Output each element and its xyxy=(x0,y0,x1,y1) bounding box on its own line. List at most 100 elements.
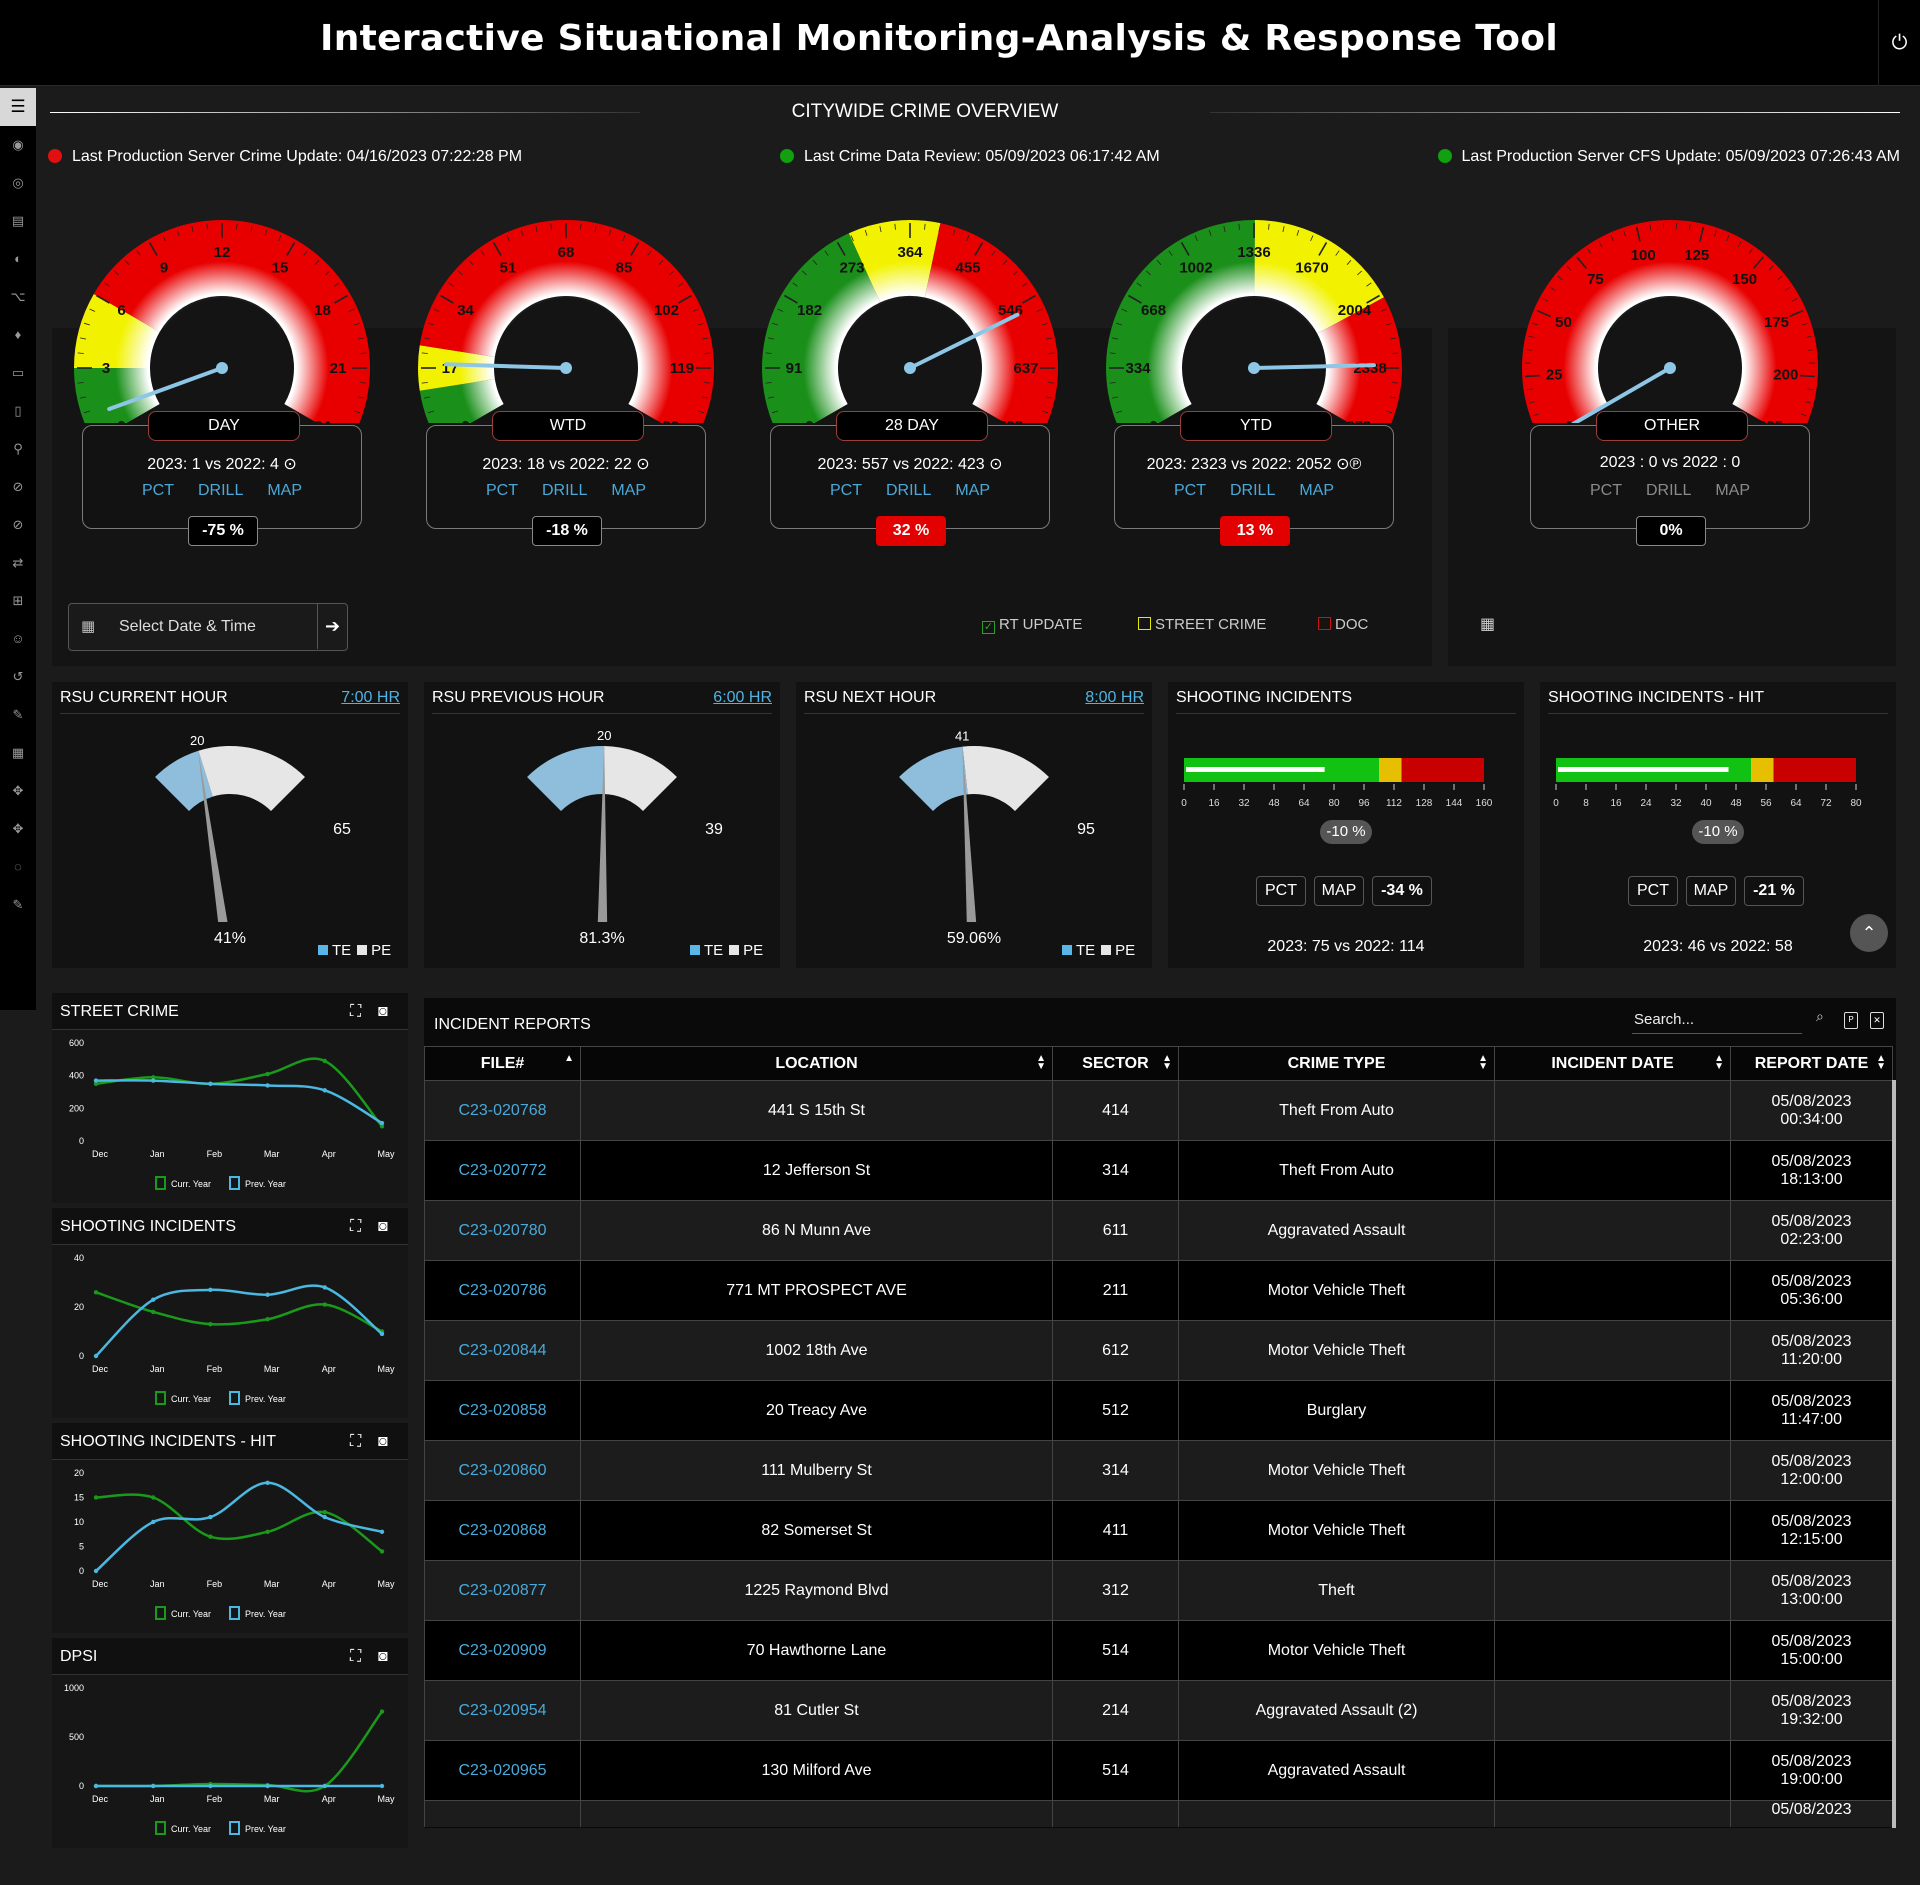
exchange-icon[interactable]: ⇄ xyxy=(12,555,24,570)
legend-check-rt-update[interactable]: ✓ RT UPDATE xyxy=(982,616,1082,634)
cell-text[interactable]: C23-020909 xyxy=(458,1641,547,1659)
ban-icon[interactable]: ⊘ xyxy=(12,479,24,494)
table-row[interactable]: C23-020965 130 Milford Ave 514 Aggravated A… xyxy=(424,1740,1893,1801)
expand-icon[interactable]: ⛶ xyxy=(350,1648,362,1665)
search-input[interactable] xyxy=(1632,1006,1802,1034)
sort-icon[interactable]: ▲ ▼ xyxy=(1478,1053,1488,1072)
cell-text[interactable]: C23-020965 xyxy=(458,1761,547,1779)
rsu-hour-link[interactable]: 8:00 HR xyxy=(1085,689,1144,706)
crosshair-icon[interactable]: ✥ xyxy=(12,783,24,798)
table-row[interactable]: C23-020860 111 Mulberry St 314 Motor Vehicl… xyxy=(424,1440,1893,1501)
camera-icon[interactable]: ◙ xyxy=(378,1218,388,1235)
wrench-icon[interactable]: ✎ xyxy=(12,897,24,912)
checkbox-icon[interactable] xyxy=(1138,617,1151,630)
scroll-up-button[interactable]: ⌃ xyxy=(1850,914,1888,952)
gauge-link-map[interactable]: MAP xyxy=(267,482,303,499)
checkbox-icon[interactable] xyxy=(1318,617,1331,630)
menu-icon[interactable]: ☰ xyxy=(0,88,36,126)
gauge-link-pct[interactable]: PCT xyxy=(1173,482,1206,499)
file-number-cell[interactable]: C23-020858 xyxy=(424,1380,581,1441)
date-picker[interactable]: ▦ Select Date & Time ➔ xyxy=(68,603,348,651)
block-icon[interactable]: ⊘ xyxy=(12,517,24,532)
file-number-cell[interactable]: C23-020860 xyxy=(424,1440,581,1501)
target-icon[interactable]: ✥ xyxy=(12,821,24,836)
history-icon[interactable]: ↺ xyxy=(12,669,24,684)
rsu-hour-link[interactable]: 7:00 HR xyxy=(341,689,400,706)
file-number-cell[interactable]: C23-020780 xyxy=(424,1200,581,1261)
shooting-map-button[interactable]: MAP xyxy=(1686,876,1736,906)
route-icon[interactable]: ⌥ xyxy=(10,289,26,304)
table-icon[interactable]: ▦ xyxy=(11,745,25,760)
gauge-link-pct[interactable]: PCT xyxy=(141,482,174,499)
gauge-link-drill[interactable]: DRILL xyxy=(885,482,932,499)
column-header-incident-date[interactable]: INCIDENT DATE ▲ ▼ xyxy=(1494,1046,1731,1081)
legend-check-street-crime[interactable]: STREET CRIME xyxy=(1138,616,1266,633)
checkbox-icon[interactable]: ✓ xyxy=(982,621,995,634)
column-header-sector[interactable]: SECTOR ▲ ▼ xyxy=(1052,1046,1179,1081)
table-row[interactable]: C23-020858 20 Treacy Ave 512 Burglary 05/08/… xyxy=(424,1380,1893,1441)
cell-text[interactable]: C23-020844 xyxy=(458,1341,547,1359)
shooting-pct-button[interactable]: PCT xyxy=(1628,876,1678,906)
table-row[interactable]: C23-020772 12 Jefferson St 314 Theft From A… xyxy=(424,1140,1893,1201)
map-icon[interactable]: ▤ xyxy=(11,213,25,228)
table-row[interactable]: 05/08/2023 xyxy=(424,1800,1893,1827)
table-row[interactable]: C23-020877 1225 Raymond Blvd 312 Theft 05/08… xyxy=(424,1560,1893,1621)
sort-icon[interactable]: ▲ xyxy=(564,1053,574,1064)
expand-icon[interactable]: ⛶ xyxy=(350,1433,362,1450)
file-number-cell[interactable]: C23-020786 xyxy=(424,1260,581,1321)
gauge-link-drill[interactable]: DRILL xyxy=(1645,482,1692,499)
table-scrollbar[interactable] xyxy=(1892,1080,1896,1828)
column-header-file[interactable]: FILE# ▲ xyxy=(424,1046,581,1081)
file-number-cell[interactable]: C23-020768 xyxy=(424,1080,581,1141)
cell-text[interactable]: C23-020786 xyxy=(458,1281,547,1299)
shooting-pct-button[interactable]: PCT xyxy=(1256,876,1306,906)
rsu-hour-link[interactable]: 6:00 HR xyxy=(713,689,772,706)
cell-text[interactable]: C23-020860 xyxy=(458,1461,547,1479)
gauge-link-drill[interactable]: DRILL xyxy=(541,482,588,499)
export-pdf-icon[interactable]: P xyxy=(1844,1012,1858,1029)
shooting-map-button[interactable]: MAP xyxy=(1314,876,1364,906)
file-number-cell[interactable]: C23-020965 xyxy=(424,1740,581,1801)
camera-icon[interactable]: ◙ xyxy=(378,1648,388,1665)
table-row[interactable]: C23-020954 81 Cutler St 214 Aggravated Assa… xyxy=(424,1680,1893,1741)
file-number-cell[interactable]: C23-020954 xyxy=(424,1680,581,1741)
file-number-cell[interactable]: C23-020877 xyxy=(424,1560,581,1621)
cell-text[interactable]: C23-020877 xyxy=(458,1581,547,1599)
users-icon[interactable]: ☺ xyxy=(11,631,25,646)
table-row[interactable]: C23-020909 70 Hawthorne Lane 514 Motor Vehi… xyxy=(424,1620,1893,1681)
column-header-crime-type[interactable]: CRIME TYPE ▲ ▼ xyxy=(1178,1046,1495,1081)
gauge-link-pct[interactable]: PCT xyxy=(829,482,862,499)
export-excel-icon[interactable]: ✕ xyxy=(1870,1012,1884,1029)
other-calendar-icon[interactable]: ▦ xyxy=(1480,616,1496,633)
cell-text[interactable]: C23-020954 xyxy=(458,1701,547,1719)
search-icon[interactable]: ⌕ xyxy=(1816,1008,1824,1024)
plus-square-icon[interactable]: ⊞ xyxy=(12,593,24,608)
column-header-location[interactable]: LOCATION ▲ ▼ xyxy=(580,1046,1053,1081)
refresh-icon[interactable]: ◌ xyxy=(14,859,22,874)
file-number-cell[interactable]: C23-020909 xyxy=(424,1620,581,1681)
file-number-cell[interactable] xyxy=(424,1800,581,1827)
column-header-report-date[interactable]: REPORT DATE ▲ ▼ xyxy=(1730,1046,1893,1081)
table-row[interactable]: C23-020780 86 N Munn Ave 611 Aggravated Ass… xyxy=(424,1200,1893,1261)
sort-icon[interactable]: ▲ ▼ xyxy=(1162,1053,1172,1072)
dashboard-icon[interactable]: ◉ xyxy=(12,137,24,152)
cell-text[interactable]: C23-020772 xyxy=(458,1161,547,1179)
gauge-link-pct[interactable]: PCT xyxy=(1589,482,1622,499)
table-row[interactable]: C23-020768 441 S 15th St 414 Theft From Aut… xyxy=(424,1080,1893,1141)
file-icon[interactable]: ▯ xyxy=(14,403,22,418)
power-icon[interactable]: ⏻ xyxy=(1878,0,1920,86)
file-number-cell[interactable]: C23-020844 xyxy=(424,1320,581,1381)
table-row[interactable]: C23-020868 82 Somerset St 411 Motor Vehicle… xyxy=(424,1500,1893,1561)
cell-text[interactable]: C23-020780 xyxy=(458,1221,547,1239)
table-row[interactable]: C23-020786 771 MT PROSPECT AVE 211 Motor Ve… xyxy=(424,1260,1893,1321)
gauge-link-map[interactable]: MAP xyxy=(611,482,647,499)
gauge-link-map[interactable]: MAP xyxy=(1715,482,1751,499)
gauge-link-drill[interactable]: DRILL xyxy=(1229,482,1276,499)
cell-text[interactable]: C23-020868 xyxy=(458,1521,547,1539)
expand-icon[interactable]: ⛶ xyxy=(350,1218,362,1235)
sort-icon[interactable]: ▲ ▼ xyxy=(1714,1053,1724,1072)
arrow-right-icon[interactable]: ➔ xyxy=(317,604,347,649)
gauge-link-pct[interactable]: PCT xyxy=(485,482,518,499)
chart-pie-icon[interactable]: ◐ xyxy=(14,251,22,266)
cell-text[interactable]: C23-020768 xyxy=(458,1101,547,1119)
